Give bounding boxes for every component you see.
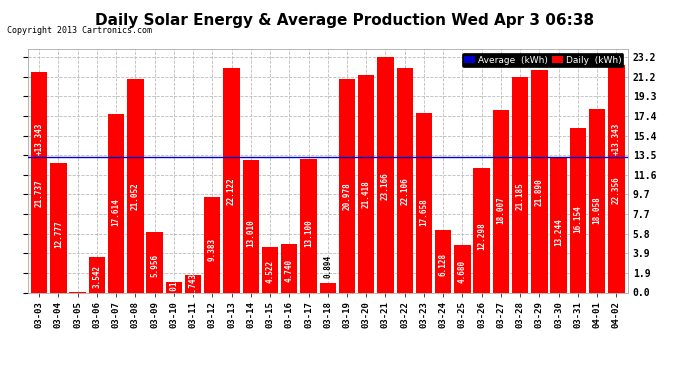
Bar xyxy=(512,77,529,292)
Text: 13.100: 13.100 xyxy=(304,219,313,246)
Bar xyxy=(262,247,278,292)
Bar xyxy=(108,114,124,292)
Text: 22.356: 22.356 xyxy=(612,177,621,204)
Bar xyxy=(531,70,548,292)
Text: 21.737: 21.737 xyxy=(34,179,43,207)
Text: 18.007: 18.007 xyxy=(496,196,505,224)
Text: 13.244: 13.244 xyxy=(554,218,563,246)
Text: Copyright 2013 Cartronics.com: Copyright 2013 Cartronics.com xyxy=(7,26,152,35)
Text: 21.052: 21.052 xyxy=(131,182,140,210)
Bar xyxy=(50,163,66,292)
Text: 4.522: 4.522 xyxy=(266,260,275,284)
Bar xyxy=(31,72,48,292)
Bar xyxy=(589,109,605,292)
Text: 12.298: 12.298 xyxy=(477,222,486,250)
Bar xyxy=(377,57,394,292)
Bar xyxy=(300,159,317,292)
Bar xyxy=(608,66,624,292)
Bar xyxy=(89,256,105,292)
Text: 22.122: 22.122 xyxy=(227,177,236,205)
Text: 13.010: 13.010 xyxy=(246,219,255,247)
Text: 17.658: 17.658 xyxy=(420,198,428,226)
Bar xyxy=(146,232,163,292)
Bar xyxy=(281,244,297,292)
Bar xyxy=(127,79,144,292)
Text: 9.383: 9.383 xyxy=(208,238,217,261)
Text: 21.890: 21.890 xyxy=(535,178,544,206)
Bar xyxy=(166,282,182,292)
Text: 4.740: 4.740 xyxy=(285,259,294,282)
Text: 6.128: 6.128 xyxy=(439,253,448,276)
Text: 16.154: 16.154 xyxy=(573,205,582,232)
Bar xyxy=(358,75,375,292)
Bar xyxy=(416,113,432,292)
Bar xyxy=(224,68,239,292)
Bar xyxy=(493,110,509,292)
Text: +13.343: +13.343 xyxy=(34,123,43,156)
Bar xyxy=(397,68,413,292)
Bar xyxy=(185,275,201,292)
Bar xyxy=(339,80,355,292)
Text: 21.418: 21.418 xyxy=(362,181,371,209)
Bar xyxy=(243,160,259,292)
Bar xyxy=(435,230,451,292)
Bar xyxy=(551,158,566,292)
Text: 1.014: 1.014 xyxy=(169,276,178,299)
Text: Daily Solar Energy & Average Production Wed Apr 3 06:38: Daily Solar Energy & Average Production … xyxy=(95,13,595,28)
Text: 12.777: 12.777 xyxy=(54,220,63,248)
Text: 22.106: 22.106 xyxy=(400,178,409,206)
Text: 4.680: 4.680 xyxy=(458,260,467,283)
Text: 0.894: 0.894 xyxy=(323,255,333,278)
Text: +13.343: +13.343 xyxy=(612,123,621,156)
Text: 3.542: 3.542 xyxy=(92,265,101,288)
Text: 17.614: 17.614 xyxy=(112,198,121,226)
Text: 18.058: 18.058 xyxy=(593,196,602,224)
Text: 21.185: 21.185 xyxy=(515,182,524,210)
Bar xyxy=(570,128,586,292)
Bar xyxy=(454,245,471,292)
Text: 5.956: 5.956 xyxy=(150,254,159,277)
Bar xyxy=(319,284,336,292)
Text: 20.978: 20.978 xyxy=(342,183,351,210)
Bar xyxy=(473,168,490,292)
Legend: Average  (kWh), Daily  (kWh): Average (kWh), Daily (kWh) xyxy=(462,53,623,67)
Text: 1.743: 1.743 xyxy=(188,273,197,296)
Text: 23.166: 23.166 xyxy=(381,173,390,201)
Bar xyxy=(204,197,221,292)
